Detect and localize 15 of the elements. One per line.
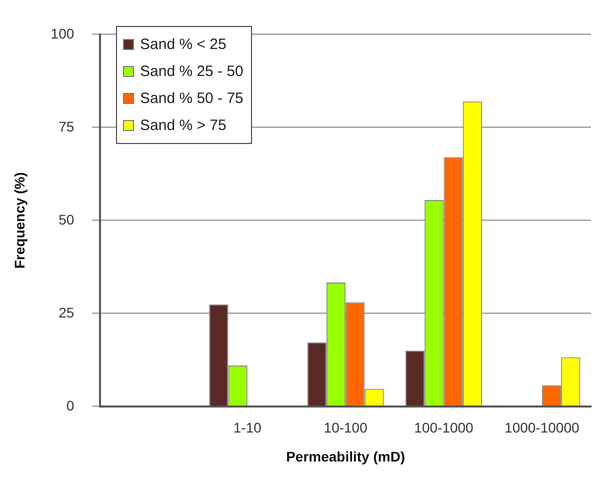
legend-label: Sand % > 75 xyxy=(140,117,226,134)
x-tick-label: 1-10 xyxy=(233,420,262,436)
x-axis-title: Permeability (mD) xyxy=(286,448,406,464)
legend-label: Sand % 50 - 75 xyxy=(140,90,244,107)
y-axis-title: Frequency (%) xyxy=(11,172,28,269)
y-tick-label: 50 xyxy=(58,211,74,228)
y-tick-label: 25 xyxy=(58,304,74,320)
y-tick-label: 75 xyxy=(58,118,74,134)
legend-label: Sand % 25 - 50 xyxy=(140,63,244,80)
legend-label: Sand % < 25 xyxy=(140,36,226,53)
x-tick-label: 1000-10000 xyxy=(504,420,580,436)
y-tick-label: 100 xyxy=(50,25,74,42)
x-tick-label: 100-1000 xyxy=(414,420,474,436)
x-tick-label: 10-100 xyxy=(324,420,368,436)
y-tick-label: 0 xyxy=(66,397,74,414)
